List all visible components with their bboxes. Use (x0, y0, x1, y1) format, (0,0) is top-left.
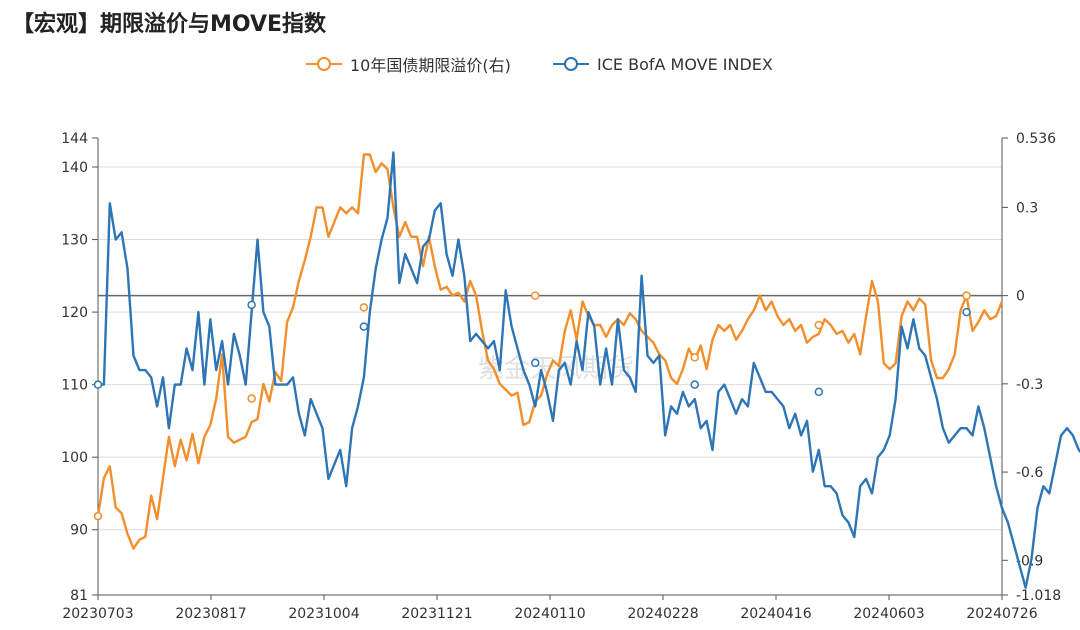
legend-item-move-index[interactable]: ICE BofA MOVE INDEX (553, 50, 773, 78)
x-tick-label: 20230817 (175, 606, 246, 622)
x-tick-label: 20231121 (401, 606, 472, 622)
x-tick-label: 20230703 (62, 606, 133, 622)
move-index-marker (359, 322, 369, 331)
right-tick-label: -0.6 (1016, 465, 1043, 481)
term-premium-marker (359, 303, 369, 312)
move-index-marker (962, 307, 971, 317)
term-premium-marker (93, 511, 103, 521)
left-tick-label: 110 (61, 378, 88, 394)
term-premium-marker (962, 291, 971, 300)
move-index-marker (93, 380, 103, 389)
x-tick-label: 20240228 (627, 606, 698, 622)
right-tick-label: -0.9 (1016, 553, 1043, 569)
right-tick-label: 0.3 (1016, 200, 1038, 216)
term-premium-marker (690, 353, 700, 362)
x-tick-label: 20240603 (853, 606, 924, 622)
move-index-marker (690, 380, 700, 389)
legend-label-term-premium: 10年国债期限溢价(右) (350, 56, 511, 75)
left-tick-label: 90 (70, 523, 88, 539)
x-tick-label: 20231004 (288, 606, 359, 622)
left-tick-label: 144 (61, 131, 88, 147)
left-tick-label: 100 (61, 450, 88, 466)
x-tick-label: 20240110 (514, 606, 585, 622)
right-tick-label: 0 (1016, 289, 1025, 305)
legend: 10年国债期限溢价(右) ICE BofA MOVE INDEX (0, 50, 1080, 78)
left-tick-label: 140 (61, 160, 88, 176)
right-tick-label: 0.536 (1016, 131, 1056, 147)
legend-line-blue-icon (553, 57, 589, 71)
term-premium-marker (530, 291, 540, 300)
term-premium-marker (814, 320, 824, 330)
left-tick-label: 130 (61, 233, 88, 249)
legend-label-move-index: ICE BofA MOVE INDEX (597, 54, 773, 74)
move-index-marker (530, 358, 540, 368)
term-premium-line (96, 153, 1004, 550)
move-index-marker (814, 387, 824, 397)
left-tick-label: 81 (70, 588, 88, 604)
term-premium-marker (247, 394, 256, 403)
x-tick-label: 20240416 (740, 606, 811, 622)
left-tick-label: 120 (61, 305, 88, 321)
legend-item-term-premium[interactable]: 10年国债期限溢价(右) (306, 50, 511, 78)
x-tick-label: 20240726 (966, 606, 1037, 622)
legend-line-orange-icon (306, 57, 342, 71)
right-tick-label: -1.018 (1016, 588, 1061, 604)
right-tick-label: -0.3 (1016, 377, 1043, 393)
move-index-line (98, 151, 1080, 589)
move-index-marker (247, 300, 256, 310)
chart-title: 【宏观】期限溢价与MOVE指数 (12, 12, 327, 37)
